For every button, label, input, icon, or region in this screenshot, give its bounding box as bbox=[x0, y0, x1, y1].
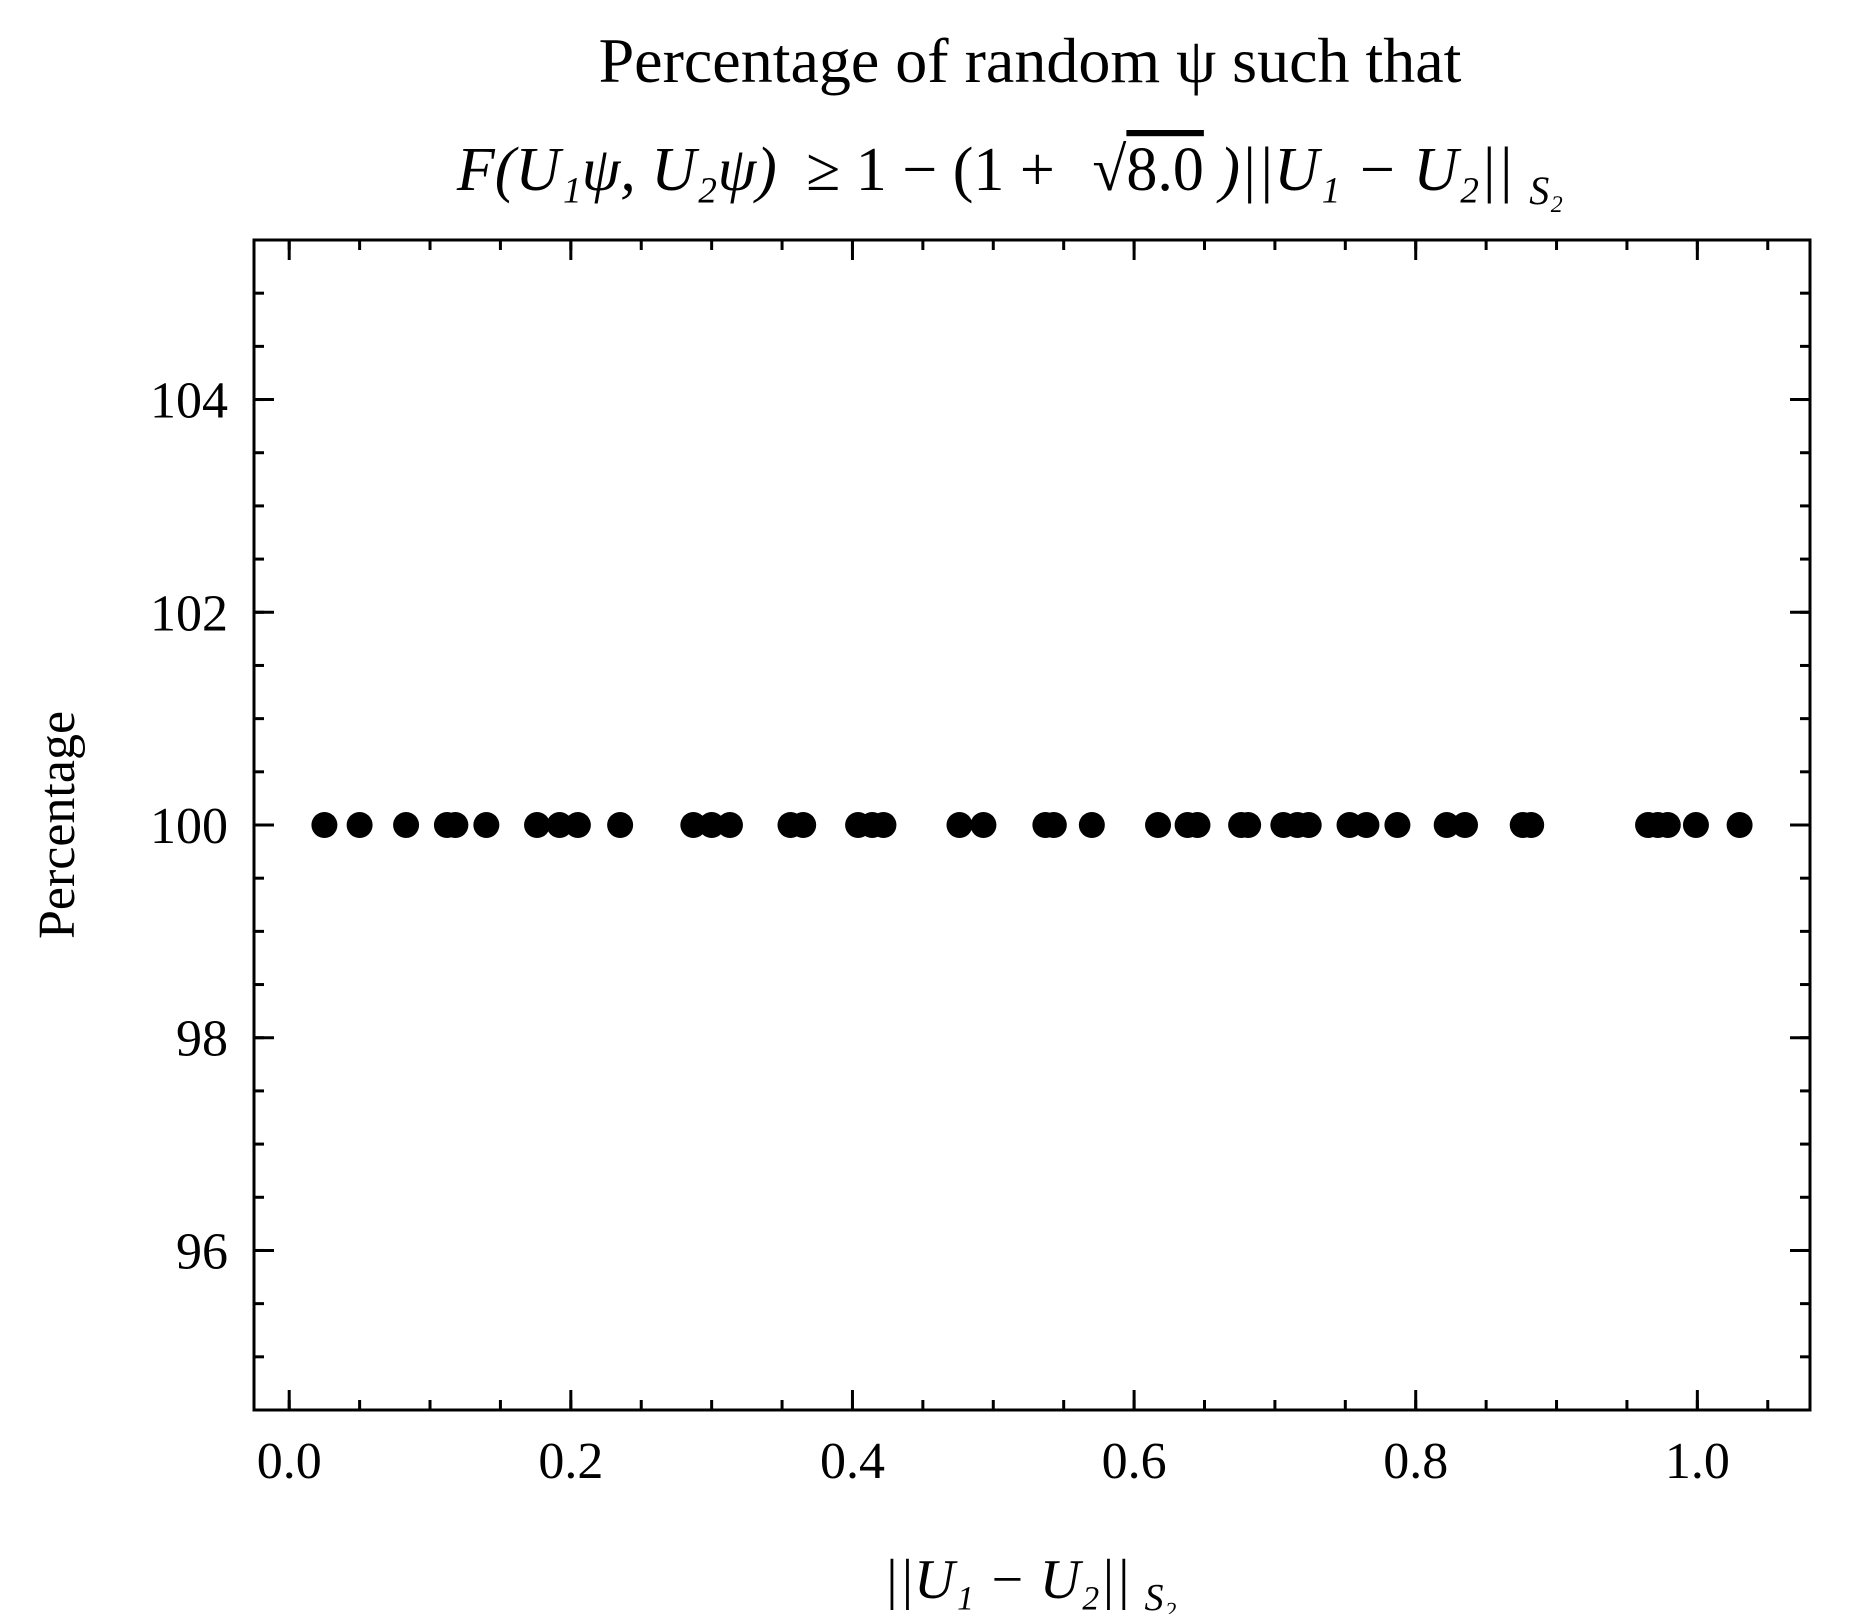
title-rhs: )||U₁ − U₂|| bbox=[1216, 136, 1513, 204]
data-point bbox=[716, 812, 743, 838]
data-point bbox=[607, 812, 634, 838]
data-point bbox=[546, 812, 573, 838]
data-point bbox=[1078, 812, 1105, 838]
data-point bbox=[442, 812, 469, 838]
data-point bbox=[1145, 812, 1172, 838]
data-point bbox=[1040, 812, 1067, 838]
data-point bbox=[970, 812, 997, 838]
data-point bbox=[1654, 812, 1681, 838]
x-tick-label: 0.8 bbox=[1383, 1433, 1448, 1490]
x-tick-label: 0.4 bbox=[820, 1433, 885, 1490]
title-radicand: 8.0 bbox=[1126, 136, 1204, 204]
axis-ticks bbox=[254, 238, 1810, 1412]
x-tick-label: 0.2 bbox=[538, 1433, 603, 1490]
chart-title-line2: F(U₁ψ, U₂ψ) ≥ 1 − (1 + √8.0 )||U₁ − U₂||… bbox=[456, 136, 1563, 213]
title-geq: ≥ 1 − (1 + bbox=[806, 136, 1055, 204]
data-point bbox=[524, 812, 551, 838]
data-point bbox=[346, 812, 373, 838]
y-tick-label: 104 bbox=[150, 373, 228, 430]
data-point bbox=[870, 812, 897, 838]
data-point bbox=[564, 812, 591, 838]
x-tick-label: 0.6 bbox=[1102, 1433, 1167, 1490]
data-point bbox=[393, 812, 420, 838]
data-point bbox=[1295, 812, 1322, 838]
title-sqrt-sign: √ bbox=[1092, 136, 1126, 204]
data-point bbox=[1518, 812, 1545, 838]
x-tick-label: 0.0 bbox=[257, 1433, 322, 1490]
title-lhs: F(U₁ψ, U₂ψ) bbox=[456, 136, 777, 204]
data-point bbox=[1184, 812, 1211, 838]
data-point bbox=[311, 812, 338, 838]
y-axis-label: Percentage bbox=[29, 711, 86, 939]
x-tick-labels: 0.0 0.2 0.4 0.6 0.8 1.0 bbox=[257, 1433, 1730, 1490]
data-point bbox=[698, 812, 725, 838]
data-point bbox=[1726, 812, 1753, 838]
svg-text:F(U₁ψ, U₂ψ) ≥ 1 − (1 +: F(U₁ψ, U₂ψ) ≥ 1 − (1 + √8.0 )||U₁ − U₂||… bbox=[456, 136, 1563, 213]
y-tick-label: 96 bbox=[176, 1223, 228, 1280]
y-tick-label: 98 bbox=[176, 1011, 228, 1068]
data-points bbox=[311, 812, 1753, 838]
data-point bbox=[1353, 812, 1380, 838]
data-point bbox=[1682, 812, 1709, 838]
x-tick-label: 1.0 bbox=[1665, 1433, 1730, 1490]
x-axis-label: ||U₁ − U₂|| S₂ bbox=[883, 1549, 1176, 1614]
data-point bbox=[946, 812, 973, 838]
data-point bbox=[473, 812, 500, 838]
y-tick-labels: 96 98 100 102 104 bbox=[150, 373, 228, 1281]
data-point bbox=[790, 812, 817, 838]
chart-title-line1: Percentage of random ψ such that bbox=[599, 25, 1462, 96]
title-subscript: S₂ bbox=[1529, 168, 1563, 213]
data-point bbox=[680, 812, 707, 838]
data-point bbox=[1433, 812, 1460, 838]
data-point bbox=[1452, 812, 1479, 838]
data-point bbox=[1384, 812, 1411, 838]
y-tick-label: 102 bbox=[150, 585, 228, 642]
data-point bbox=[1235, 812, 1262, 838]
y-tick-label: 100 bbox=[150, 798, 228, 855]
